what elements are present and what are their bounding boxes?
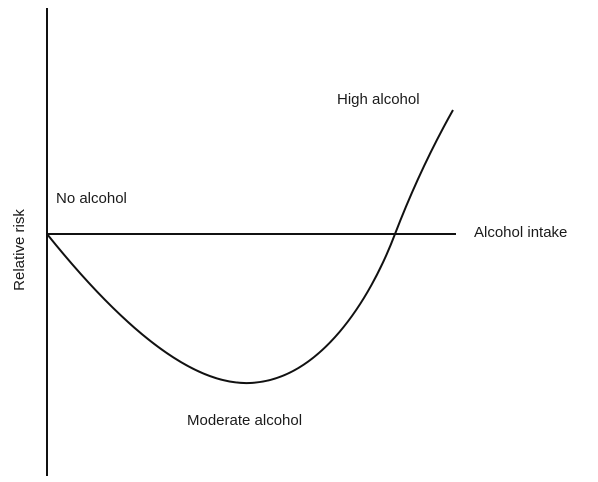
- label-none: No alcohol: [56, 190, 127, 207]
- label-moderate: Moderate alcohol: [187, 412, 302, 429]
- label-y-axis: Relative risk: [11, 209, 28, 291]
- label-x-axis: Alcohol intake: [474, 224, 567, 241]
- risk-curve: [46, 109, 454, 385]
- label-high: High alcohol: [337, 91, 420, 108]
